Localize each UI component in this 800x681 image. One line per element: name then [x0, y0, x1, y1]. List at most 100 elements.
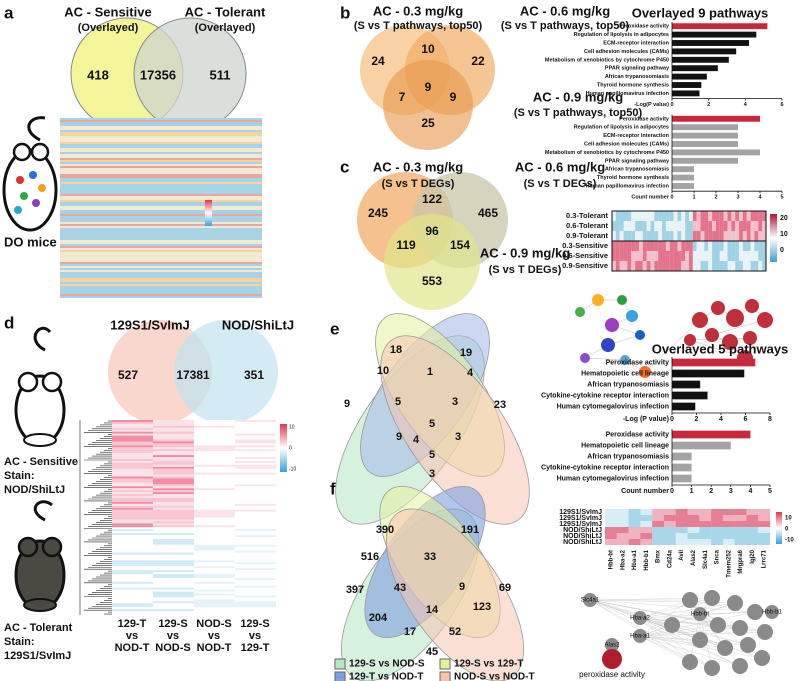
heatmap-cell [194, 515, 235, 518]
heatmap-cell [704, 241, 709, 251]
node [601, 338, 615, 352]
heatmap-cell [681, 231, 686, 241]
heatmap-cell [235, 445, 276, 448]
colorbar-label: 0 [780, 247, 784, 254]
heatmap-cell [112, 447, 153, 450]
heatmap-cell [153, 585, 194, 588]
tick-label: 4 [758, 195, 762, 201]
heatmap-row [60, 278, 262, 280]
venn-subtitle: (S vs T DEGs) [382, 178, 455, 190]
heatmap-cell [658, 241, 663, 251]
heatmap-cell [194, 540, 235, 543]
heatmap-cell [235, 577, 276, 580]
heatmap-cell [235, 574, 276, 577]
heatmap-cell [715, 241, 720, 251]
node [747, 604, 763, 620]
heatmap-cell [112, 581, 153, 584]
tick-label: 2 [695, 416, 699, 423]
heatmap-cell [112, 468, 153, 471]
legend-swatch [439, 658, 451, 670]
node [580, 353, 590, 363]
node [633, 611, 647, 625]
heatmap-cell [735, 251, 740, 261]
heatmap-cell [194, 509, 235, 512]
heatmap-cell [153, 420, 194, 422]
heatmap-cell [635, 221, 639, 231]
heatmap-cell [699, 509, 712, 515]
heatmap-cell [235, 566, 276, 569]
heatmap-cell [708, 241, 713, 251]
heatmap-cell [194, 437, 235, 440]
heatmap-cell [153, 542, 194, 545]
heatmap-row [60, 296, 262, 298]
heatmap-cell [194, 421, 235, 424]
heatmap-cell [153, 531, 194, 534]
heatmap-cell [235, 591, 276, 594]
heatmap-cell [627, 261, 632, 271]
heatmap-cell [112, 462, 153, 465]
panel-label: c [340, 157, 349, 176]
venn-4 [335, 313, 530, 525]
heatmap-cell [623, 241, 628, 251]
heatmap-cell [711, 533, 724, 539]
node-label: peroxidase activity [579, 670, 645, 679]
heatmap-row [60, 168, 262, 170]
heatmap-cell [194, 558, 235, 561]
heatmap-cell [235, 460, 276, 463]
heatmap-cell [194, 583, 235, 586]
tick-label: 0 [670, 416, 674, 423]
heatmap-cell [638, 231, 643, 241]
heatmap-cell [194, 472, 235, 475]
heatmap-cell [112, 474, 153, 477]
heatmap-cell [640, 509, 653, 515]
heatmap-cell [235, 423, 276, 426]
heatmap-cell [194, 420, 235, 422]
heatmap-cell [194, 572, 235, 575]
heatmap-cell [727, 211, 732, 221]
heatmap-cell [681, 241, 686, 251]
bar [672, 441, 731, 450]
heatmap-cell [704, 261, 709, 271]
heatmap-cell [153, 476, 194, 479]
heatmap-cell [235, 480, 276, 483]
colorbar [205, 200, 212, 226]
heatmap-row [60, 232, 262, 234]
heatmap-cell [235, 468, 276, 471]
heatmap-cell [758, 521, 771, 527]
heatmap-cell [681, 221, 686, 231]
heatmap-cell [235, 449, 276, 452]
heatmap-cell [650, 261, 655, 271]
heatmap-cell [689, 221, 693, 231]
venn-count: 18 [390, 344, 402, 356]
heatmap-cell [628, 527, 641, 533]
heatmap-cell [605, 533, 617, 539]
heatmap-cell [112, 529, 153, 532]
heatmap-cell [112, 492, 153, 495]
heatmap-cell [677, 241, 682, 251]
heatmap-cell [750, 241, 755, 251]
bar-label: Metabolism of xenobiotics by cytochrome … [545, 57, 669, 63]
heatmap-cell [662, 241, 666, 251]
edge [639, 624, 719, 637]
heatmap-row [60, 292, 262, 294]
heatmap-cell [153, 523, 194, 526]
venn-subtitle: (S vs T pathways, top50) [514, 107, 643, 119]
heatmap-cell [194, 449, 235, 452]
heatmap-cell [722, 533, 735, 539]
mouse-label: AC - Tolerant [4, 622, 73, 634]
heatmap-cell [685, 241, 690, 251]
heatmap-cell [712, 251, 716, 261]
heatmap-cell [112, 538, 153, 541]
node [639, 366, 651, 378]
venn-count: 17356 [140, 67, 176, 82]
colorbar [770, 214, 777, 262]
heatmap-cell [112, 451, 153, 454]
heatmap-cell [153, 457, 194, 460]
heatmap-cell [746, 211, 751, 221]
row-label: 129S1/SvImJ [559, 509, 602, 516]
node [757, 624, 773, 640]
heatmap-cell [235, 558, 276, 561]
heatmap-cell [235, 482, 276, 485]
heatmap-cell [696, 231, 701, 241]
heatmap-cell [696, 221, 701, 231]
